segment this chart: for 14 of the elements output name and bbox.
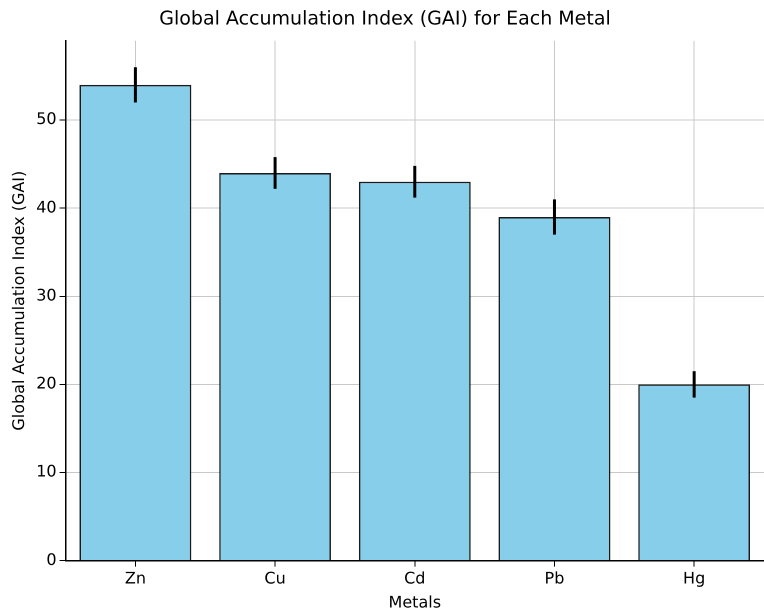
x-tick-label: Pb — [544, 568, 564, 588]
x-tick-label: Hg — [683, 568, 706, 588]
x-tick-label: Cu — [264, 568, 286, 588]
y-tick-label: 0 — [46, 550, 57, 569]
y-tick-label: 40 — [36, 197, 57, 216]
chart-title: Global Accumulation Index (GAI) for Each Metal — [159, 7, 611, 30]
y-tick-label: 30 — [36, 285, 57, 304]
y-tick-label: 10 — [36, 462, 57, 481]
x-tick-label: Cd — [404, 568, 426, 588]
x-tick-label: Zn — [124, 568, 146, 588]
y-tick-label: 50 — [36, 109, 57, 128]
y-axis-title: Global Accumulation Index (GAI) — [8, 170, 28, 431]
x-axis-title: Metals — [388, 592, 442, 612]
y-tick-label: 20 — [36, 374, 57, 393]
